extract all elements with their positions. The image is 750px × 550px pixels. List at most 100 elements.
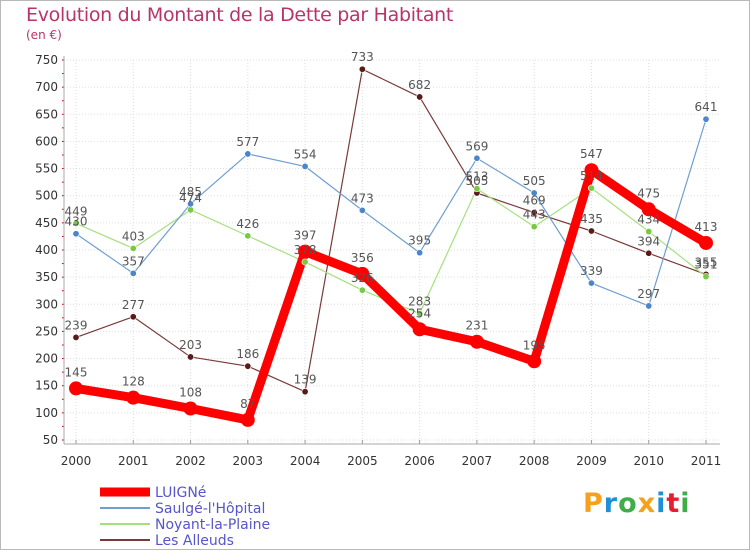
legend-label: LUIGNé [155,485,206,501]
proxiti-logo: Proxiti [583,488,691,519]
data-label: 254 [408,306,431,320]
data-point [72,219,80,227]
data-labels: 145 128 108 87 397 356 254 231 195 547 475 413 430 35… [65,50,718,411]
data-label: 195 [523,338,546,352]
data-label: 403 [122,229,145,243]
data-label: 547 [580,147,603,161]
data-point [530,189,538,197]
chart-subtitle: (en €) [26,28,62,42]
data-point [301,162,309,170]
y-tick-label: 750 [35,53,58,67]
data-point [301,388,309,396]
data-point [587,227,595,235]
data-point [584,163,599,178]
series-line [75,68,707,393]
x-tick-label: 2000 [61,454,92,468]
legend: LUIGNéSaulgé-l'HôpitalNoyant-la-PlaineLe… [100,485,270,549]
x-tick-label: 2011 [691,454,722,468]
data-point [187,206,195,214]
data-point [355,266,370,281]
data-label: 682 [408,78,431,92]
data-label: 355 [695,255,718,269]
data-point [358,65,366,73]
data-point [645,249,653,257]
data-point [473,154,481,162]
data-point [72,230,80,238]
x-tick-label: 2009 [576,454,607,468]
y-tick-label: 500 [35,189,58,203]
data-point [469,334,484,349]
grid [64,59,720,441]
data-point [298,244,313,259]
data-label: 434 [637,213,660,227]
y-tick-label: 400 [35,243,58,257]
data-label: 554 [294,147,317,161]
legend-label: Les Alleuds [155,533,234,549]
x-tick-label: 2008 [519,454,550,468]
data-point [645,228,653,236]
data-point [416,310,424,318]
y-tick-label: 600 [35,134,58,148]
x-tick-label: 2004 [290,454,321,468]
data-label: 186 [236,347,259,361]
legend-label: Noyant-la-Plaine [155,517,270,533]
data-point [699,235,713,250]
x-tick-label: 2001 [118,454,149,468]
data-label: 569 [465,139,488,153]
data-point [240,412,255,427]
data-label: 469 [523,194,546,208]
x-tick-label: 2007 [462,454,493,468]
data-label: 395 [408,234,431,248]
data-point [358,286,366,294]
data-point [244,150,252,158]
y-tick-label: 100 [35,406,58,420]
data-label: 513 [465,170,488,184]
y-tick-label: 200 [35,352,58,366]
chart-title: Evolution du Montant de la Dette par Hab… [26,4,454,26]
data-point [187,353,195,361]
data-label: 413 [695,220,718,234]
series-line [75,118,707,307]
data-point [412,322,427,337]
data-point [69,381,83,396]
data-point [702,273,710,281]
data-label: 297 [637,287,660,301]
data-label: 577 [236,135,259,149]
data-point [473,185,481,193]
y-tick-label: 50 [43,433,58,447]
y-tick-label: 550 [35,162,58,176]
data-label: 733 [351,50,374,64]
data-point [244,362,252,370]
data-point [645,302,653,310]
data-point [129,313,137,321]
data-label: 473 [351,191,374,205]
series-markers [69,65,713,427]
data-point [301,258,309,266]
data-point [358,206,366,214]
y-tick-labels: 50 100 150 200 250 300 350 400 450 500 550 600 650 70… [35,53,58,447]
data-label: 378 [294,243,317,257]
data-point [244,232,252,240]
y-tick-label: 300 [35,297,58,311]
data-label: 139 [294,373,317,387]
data-label: 426 [236,217,259,231]
data-point [72,333,80,341]
data-point [187,200,195,208]
x-tick-label: 2010 [633,454,664,468]
data-label: 326 [351,271,374,285]
x-tick-label: 2005 [347,454,378,468]
data-label: 87 [240,397,255,411]
data-label: 394 [637,234,660,248]
data-label: 514 [580,169,603,183]
axes [62,56,720,445]
x-tick-label: 2006 [404,454,435,468]
data-point [416,93,424,101]
data-label: 277 [122,298,145,312]
data-point [126,390,141,405]
legend-label: Saulgé-l'Hôpital [155,501,265,517]
series-line [75,187,707,315]
data-point [702,115,710,123]
x-tick-label: 2002 [175,454,206,468]
